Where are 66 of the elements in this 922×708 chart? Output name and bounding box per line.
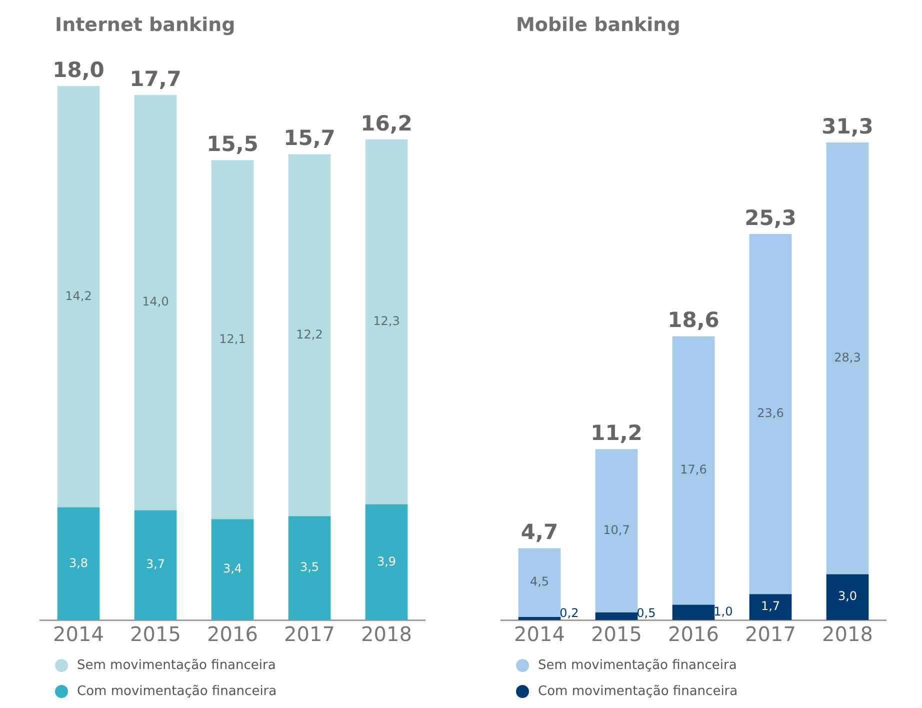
x-tick-label: 2018 xyxy=(822,622,873,646)
bar xyxy=(749,594,792,620)
total-label: 31,3 xyxy=(822,114,874,138)
data-label: 0,2 xyxy=(560,606,579,620)
legend-label: Com movimentação financeira xyxy=(77,684,277,698)
bar xyxy=(288,516,331,620)
total-label: 11,2 xyxy=(590,421,642,446)
total-label: 15,5 xyxy=(206,132,258,156)
data-label: 1,7 xyxy=(760,599,780,614)
bar xyxy=(672,336,715,605)
bar xyxy=(288,154,331,516)
bar xyxy=(365,139,408,504)
bar xyxy=(749,234,792,594)
legend-label: Sem movimentação financeira xyxy=(77,658,276,672)
bar xyxy=(365,504,408,620)
data-label: 3,4 xyxy=(222,562,242,576)
data-label: 23,6 xyxy=(757,406,784,420)
x-tick-label: 2017 xyxy=(745,622,796,646)
x-tick-label: 2015 xyxy=(130,622,181,646)
bar xyxy=(211,519,254,620)
data-label: 3,8 xyxy=(68,556,88,570)
chart-title: Internet banking xyxy=(55,14,236,36)
data-label: 10,7 xyxy=(603,522,630,537)
data-label: 4,5 xyxy=(530,574,550,589)
legend-label: Com movimentação financeira xyxy=(538,684,738,698)
data-label: 14,2 xyxy=(65,288,92,303)
bar xyxy=(57,507,100,620)
data-label: 12,2 xyxy=(296,327,323,342)
total-label: 17,7 xyxy=(130,66,182,91)
bar xyxy=(134,94,177,510)
data-label: 3,7 xyxy=(146,557,166,572)
total-label: 18,6 xyxy=(668,308,720,332)
bar xyxy=(518,616,561,620)
data-label: 3,0 xyxy=(838,589,858,604)
data-label: 3,9 xyxy=(376,554,396,568)
x-tick-label: 2016 xyxy=(668,622,719,646)
data-label: 17,6 xyxy=(680,462,707,477)
bar xyxy=(826,142,869,574)
data-label: 14,0 xyxy=(142,294,169,309)
total-label: 15,7 xyxy=(284,126,336,150)
data-label: 0,5 xyxy=(636,606,656,620)
bar xyxy=(518,548,561,617)
bar xyxy=(595,449,638,612)
bar xyxy=(595,612,638,620)
x-tick-label: 2014 xyxy=(53,622,104,646)
data-label: 3,5 xyxy=(300,560,320,574)
data-label: 12,1 xyxy=(219,332,246,346)
bar xyxy=(134,510,177,620)
bar xyxy=(57,86,100,508)
x-tick-label: 2018 xyxy=(361,622,412,646)
bar xyxy=(211,160,254,520)
total-label: 25,3 xyxy=(744,206,796,230)
total-label: 4,7 xyxy=(520,520,558,544)
x-tick-label: 2014 xyxy=(514,622,565,646)
total-label: 18,0 xyxy=(52,58,104,82)
bar xyxy=(672,604,715,620)
data-label: 12,3 xyxy=(373,314,400,328)
total-label: 16,2 xyxy=(360,111,412,136)
legend-label: Sem movimentação financeira xyxy=(538,658,737,672)
chart-title: Mobile banking xyxy=(516,14,680,36)
x-tick-label: 2017 xyxy=(284,622,335,646)
data-label: 1,0 xyxy=(714,604,733,618)
x-tick-label: 2015 xyxy=(591,622,642,646)
data-label: 28,3 xyxy=(834,350,861,364)
x-tick-label: 2016 xyxy=(207,622,258,646)
bar xyxy=(826,574,869,620)
